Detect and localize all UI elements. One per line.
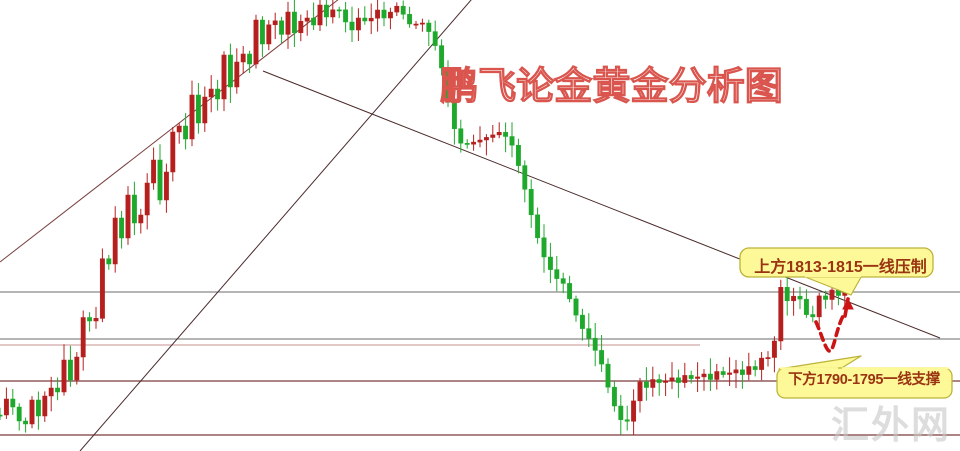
svg-text:鹏飞论金黄金分析图: 鹏飞论金黄金分析图: [440, 65, 783, 108]
